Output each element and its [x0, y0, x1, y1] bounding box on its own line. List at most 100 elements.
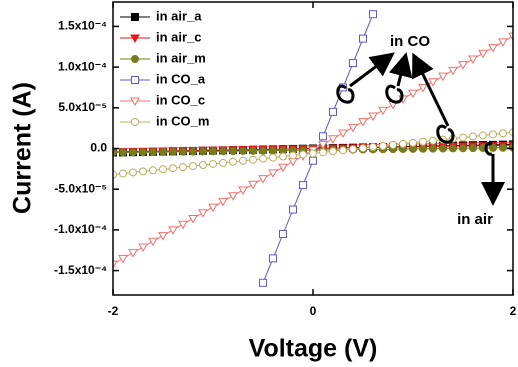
marker [129, 148, 137, 157]
marker [209, 147, 217, 156]
legend-label: in CO_a [156, 71, 206, 86]
loop [336, 84, 355, 104]
marker [131, 76, 139, 84]
marker [509, 143, 513, 152]
marker [131, 55, 139, 63]
marker [379, 141, 387, 150]
marker [489, 130, 497, 139]
marker [329, 107, 337, 116]
marker [239, 156, 247, 165]
marker [469, 132, 477, 141]
marker [229, 147, 237, 156]
marker [259, 278, 267, 287]
marker [189, 147, 197, 156]
annotation: in air [457, 211, 493, 228]
marker [169, 147, 177, 156]
marker [438, 72, 448, 82]
marker [159, 147, 167, 156]
marker [269, 153, 277, 162]
marker [378, 106, 388, 116]
marker [249, 155, 257, 164]
marker [439, 144, 447, 153]
y-tick-label: -5.0x10⁻⁵ [54, 181, 107, 195]
legend: in air_ain air_cin air_min CO_ain CO_cin… [120, 8, 209, 128]
marker [368, 112, 378, 121]
marker [418, 83, 428, 93]
series-line [262, 14, 374, 283]
marker [299, 150, 307, 159]
marker [279, 229, 287, 238]
marker [188, 214, 198, 224]
marker [131, 118, 139, 126]
marker [419, 137, 427, 146]
marker [198, 209, 208, 218]
marker [130, 97, 140, 107]
marker [139, 148, 147, 157]
marker [113, 260, 118, 270]
marker [219, 147, 227, 156]
marker [349, 59, 357, 68]
marker [478, 49, 488, 59]
marker [328, 135, 338, 144]
marker [329, 147, 337, 156]
arrow [349, 52, 395, 88]
marker [339, 146, 347, 155]
marker [178, 220, 188, 230]
marker [509, 128, 513, 137]
marker [389, 140, 397, 149]
marker [449, 144, 457, 153]
marker [419, 144, 427, 153]
marker [113, 170, 117, 179]
marker [238, 186, 248, 196]
marker [358, 118, 368, 127]
marker [158, 232, 168, 241]
marker [119, 169, 127, 178]
marker [118, 254, 128, 264]
marker [259, 146, 267, 155]
marker [228, 192, 238, 201]
marker [488, 44, 498, 53]
y-tick-label: 5.0x10⁻⁵ [58, 100, 107, 114]
marker [288, 158, 298, 167]
arrow [388, 52, 413, 87]
marker [148, 237, 158, 247]
marker [129, 168, 137, 177]
marker [268, 169, 278, 178]
marker [119, 148, 127, 157]
marker [128, 249, 138, 258]
legend-label: in air_c [156, 29, 202, 44]
marker [348, 123, 358, 133]
marker [131, 13, 139, 21]
marker [159, 165, 167, 174]
marker [113, 148, 117, 157]
marker [279, 152, 287, 161]
marker [458, 61, 468, 70]
marker [149, 148, 157, 157]
marker [428, 78, 438, 87]
x-tick-label: 0 [310, 304, 317, 318]
marker [318, 140, 328, 150]
loop [436, 124, 455, 144]
marker [239, 146, 247, 155]
y-tick-label: -1.5x10⁻⁴ [54, 263, 107, 277]
marker [498, 38, 508, 47]
marker [369, 143, 377, 152]
marker [168, 226, 178, 235]
marker [499, 129, 507, 138]
x-tick-label: -2 [108, 304, 119, 318]
annotation: in CO [390, 33, 430, 50]
marker [278, 163, 288, 173]
marker [209, 159, 217, 168]
arrow [412, 52, 450, 127]
marker [349, 145, 357, 154]
marker [359, 34, 367, 43]
marker [249, 146, 257, 155]
marker [489, 143, 497, 152]
marker [138, 243, 148, 252]
marker [218, 197, 228, 207]
marker [169, 164, 177, 173]
marker [269, 254, 277, 263]
marker [429, 144, 437, 153]
x-tick-label: 2 [510, 304, 517, 318]
marker [338, 129, 348, 139]
